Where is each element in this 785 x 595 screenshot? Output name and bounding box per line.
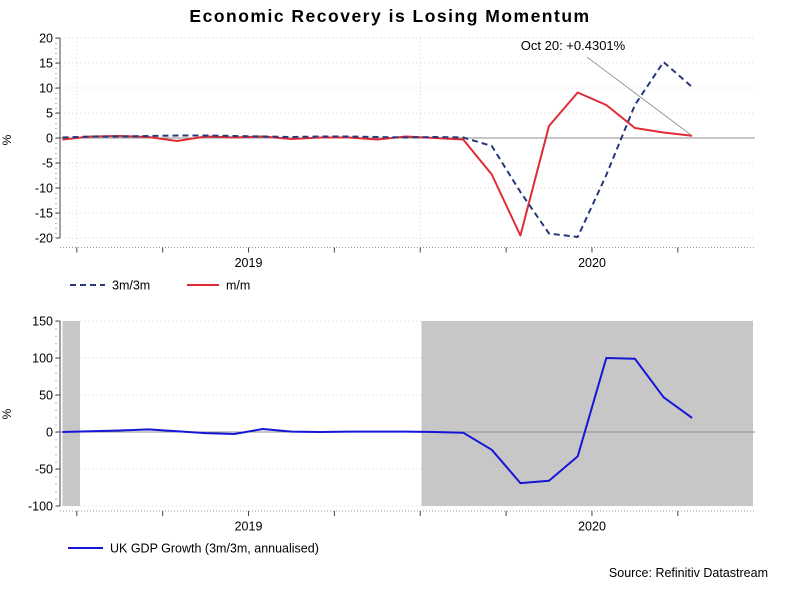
top-y-tick-label: -10 xyxy=(35,182,53,196)
top-chart-y-major-ticks xyxy=(55,37,60,239)
top-y-tick-label: -5 xyxy=(42,157,53,171)
top-chart: 20 15 10 5 0 -5 -10 -15 -20 % 2019 2020 … xyxy=(0,32,755,293)
bottom-chart-legend: UK GDP Growth (3m/3m, annualised) xyxy=(68,542,319,556)
bottom-chart-x-ticks xyxy=(76,511,679,516)
bottom-x-tick-2019: 2019 xyxy=(235,520,263,534)
bottom-y-tick-label: 100 xyxy=(32,352,53,366)
annotation-label: Oct 20: +0.4301% xyxy=(521,38,626,53)
bottom-y-tick-label: -50 xyxy=(35,463,53,477)
legend-label-mm: m/m xyxy=(226,279,250,293)
top-y-tick-label: -15 xyxy=(35,207,53,221)
annotation-leader-line xyxy=(586,56,692,136)
top-y-tick-label: -20 xyxy=(35,232,53,246)
top-y-tick-label: 0 xyxy=(46,132,53,146)
bottom-chart: 150 100 50 0 -50 -100 % 2019 2020 UK GDP… xyxy=(0,315,755,556)
top-y-tick-label: 10 xyxy=(39,82,53,96)
top-y-tick-label: 15 xyxy=(39,57,53,71)
series-mm-line xyxy=(62,91,693,237)
bottom-y-tick-label: 0 xyxy=(46,426,53,440)
bottom-chart-y-major-ticks xyxy=(55,320,60,507)
source-label: Source: Refinitiv Datastream xyxy=(609,566,768,580)
bottom-y-tick-label: -100 xyxy=(28,500,53,514)
shaded-band-2020 xyxy=(421,321,753,506)
chart-title: Economic Recovery is Losing Momentum xyxy=(189,6,590,26)
legend-label-gdp: UK GDP Growth (3m/3m, annualised) xyxy=(110,542,319,556)
bottom-x-tick-2020: 2020 xyxy=(578,520,606,534)
top-chart-legend: 3m/3m m/m xyxy=(70,279,250,293)
bottom-y-tick-label: 50 xyxy=(39,389,53,403)
shaded-band-pre-2019 xyxy=(62,321,80,506)
top-y-tick-label: 5 xyxy=(46,107,53,121)
top-y-tick-label: 20 xyxy=(39,32,53,46)
top-chart-y-axis-label: % xyxy=(0,134,14,145)
series-gdp-line xyxy=(62,357,693,485)
top-chart-x-ticks xyxy=(76,247,679,253)
legend-label-3m3m: 3m/3m xyxy=(112,279,150,293)
top-x-tick-2020: 2020 xyxy=(578,256,606,270)
series-3m3m-line xyxy=(62,61,693,238)
top-x-tick-2019: 2019 xyxy=(235,256,263,270)
bottom-y-tick-label: 150 xyxy=(32,315,53,329)
bottom-chart-y-axis-label: % xyxy=(0,408,14,419)
